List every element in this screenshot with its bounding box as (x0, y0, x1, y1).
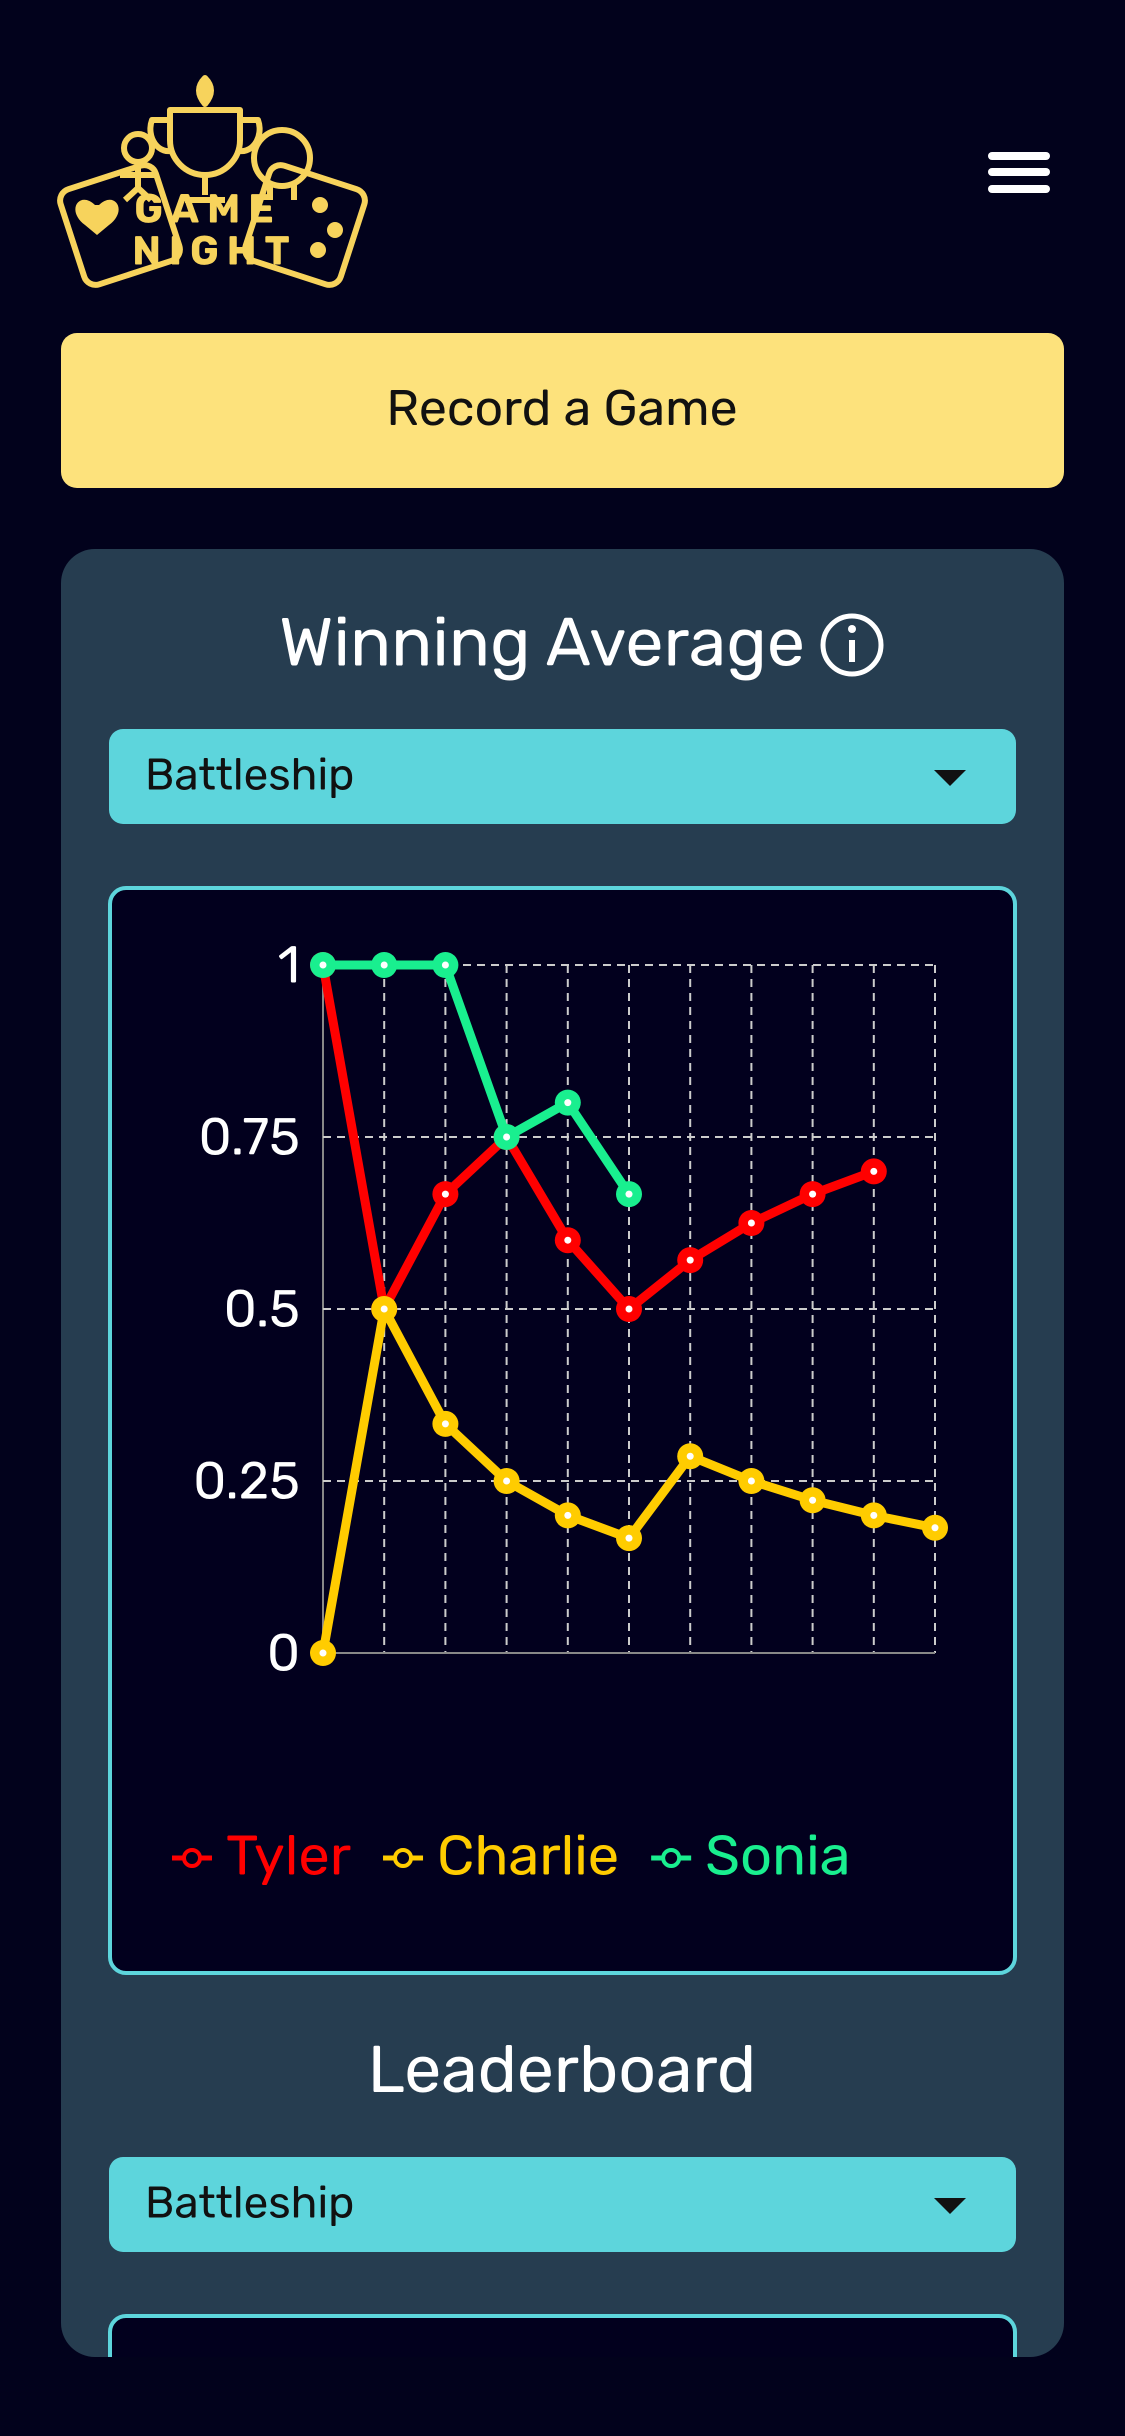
card-title: Winning Average (279, 602, 805, 683)
point-center (625, 1534, 633, 1542)
info-icon[interactable] (820, 613, 884, 677)
y-tick-label: 0 (267, 1622, 300, 1684)
point-center (503, 1133, 511, 1141)
point-center (686, 1256, 694, 1264)
y-tick-label: 0.5 (224, 1278, 300, 1340)
point-center (625, 1305, 633, 1313)
logo[interactable] (57, 75, 368, 288)
point-center (503, 1477, 511, 1485)
point-center (319, 1649, 327, 1657)
point-center (747, 1477, 755, 1485)
chart: 0 0.25 0.5 0.75 1 Tyler Charlie Sonia (172, 934, 948, 1889)
legend-label: Sonia (705, 1823, 850, 1889)
point-center (441, 1190, 449, 1198)
point-center (870, 1511, 878, 1519)
legend-label: Charlie (437, 1823, 619, 1889)
leaderboard-frame (108, 2314, 1017, 2357)
point-center (564, 1511, 572, 1519)
point-center (319, 961, 327, 969)
chart-frame (108, 886, 1017, 1975)
point-center (686, 1452, 694, 1460)
point-center (625, 1190, 633, 1198)
series-line (318, 964, 876, 1314)
legend-marker (182, 1848, 202, 1868)
record-button[interactable]: Record a Game (61, 333, 1064, 488)
menu-button[interactable] (988, 152, 1050, 193)
y-tick-label: 1 (278, 934, 300, 996)
point-center (441, 961, 449, 969)
point-center (564, 1099, 572, 1107)
point-center (809, 1190, 817, 1198)
section-title: Leaderboard (368, 2030, 756, 2109)
button-label: Record a Game (386, 378, 737, 438)
legend-marker (393, 1848, 414, 1868)
point-center (564, 1236, 572, 1244)
logo-text: GAME (134, 185, 282, 232)
logo-text: NIGHT (132, 227, 298, 274)
dropdown-label: Battleship (145, 2176, 354, 2228)
legend-label: Tyler (226, 1823, 351, 1889)
dropdown-label: Battleship (145, 748, 354, 800)
point-center (747, 1219, 755, 1227)
point-center (380, 961, 388, 969)
card: Winning Average Battleship 0 0.25 0.5 0.75 1… (61, 549, 1064, 2357)
point-center (870, 1167, 878, 1175)
y-tick-label: 0.25 (193, 1450, 300, 1512)
dropdown[interactable]: Battleship (109, 729, 1016, 824)
point-center (380, 1305, 388, 1313)
point-center (809, 1496, 817, 1504)
y-tick-label: 0.75 (199, 1106, 300, 1168)
legend-marker (661, 1848, 682, 1868)
point-center (931, 1524, 939, 1532)
point-center (441, 1420, 449, 1428)
dropdown[interactable]: Battleship (109, 2157, 1016, 2252)
